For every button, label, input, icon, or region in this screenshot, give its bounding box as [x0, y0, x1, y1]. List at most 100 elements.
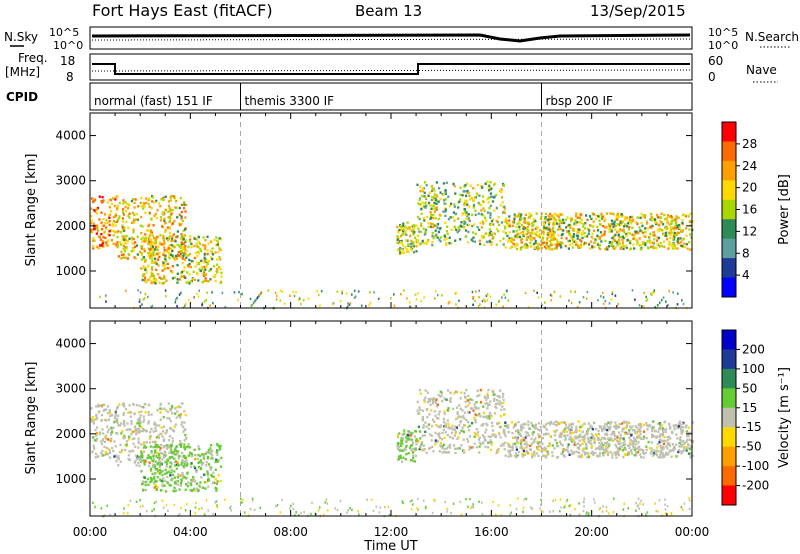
data-cell [565, 430, 568, 433]
x-tick-label: 16:00 [474, 525, 509, 539]
data-cell [409, 305, 411, 308]
data-cell [121, 235, 124, 238]
data-cell [557, 234, 560, 237]
data-cell [113, 416, 117, 419]
data-cell [555, 247, 558, 250]
colorbar-swatch [722, 368, 736, 389]
data-cell [663, 245, 666, 249]
data-cell [434, 414, 437, 418]
data-cell [207, 485, 210, 488]
data-cell [488, 417, 491, 420]
data-cell [651, 224, 654, 228]
data-cell [144, 268, 147, 271]
data-cell [188, 454, 191, 457]
data-cell [561, 218, 564, 221]
data-cell [90, 228, 93, 232]
data-cell [544, 426, 547, 429]
data-cell [596, 234, 599, 238]
data-cell [592, 453, 595, 457]
data-cell [424, 206, 427, 209]
data-cell [137, 461, 140, 465]
data-cell [621, 244, 624, 247]
data-cell [122, 413, 125, 416]
data-cell [536, 226, 539, 229]
data-cell [423, 203, 426, 206]
data-cell [568, 223, 571, 227]
data-cell [687, 215, 690, 218]
data-cell [660, 212, 663, 215]
data-cell [599, 237, 602, 240]
data-cell [460, 444, 463, 447]
data-cell [502, 243, 505, 246]
data-cell [150, 413, 153, 416]
data-cell [477, 212, 480, 215]
data-cell [94, 456, 97, 459]
data-cell [184, 413, 187, 417]
data-cell [135, 218, 138, 221]
data-cell [409, 247, 412, 250]
data-cell [281, 290, 284, 293]
data-cell [153, 445, 156, 449]
data-cell [432, 204, 435, 208]
data-cell [678, 445, 681, 448]
data-cell [690, 444, 693, 448]
data-cell [158, 252, 161, 255]
data-cell [668, 240, 671, 244]
data-cell [95, 227, 98, 230]
data-cell [533, 232, 536, 235]
data-cell [638, 436, 641, 439]
data-cell [147, 198, 150, 202]
data-cell [105, 408, 108, 411]
data-cell [101, 404, 104, 407]
data-cell [170, 455, 173, 459]
data-cell [349, 302, 352, 305]
data-cell [230, 505, 232, 508]
data-cell [594, 447, 598, 450]
data-cell [525, 441, 528, 444]
data-cell [115, 243, 118, 246]
data-cell [133, 412, 136, 415]
data-cell [507, 449, 510, 453]
data-cell [184, 239, 187, 242]
data-cell [202, 280, 205, 283]
data-cell [689, 456, 692, 459]
data-cell [529, 234, 532, 238]
data-cell [501, 405, 504, 408]
data-cell [458, 447, 461, 450]
data-cell [574, 215, 578, 218]
data-cell [644, 227, 647, 230]
data-cell [187, 481, 190, 484]
data-cell [652, 234, 655, 237]
data-cell [612, 245, 615, 248]
data-cell [498, 421, 501, 424]
data-cell [410, 229, 413, 233]
data-cell [685, 243, 688, 246]
data-cell [436, 403, 439, 406]
data-cell [253, 301, 255, 304]
data-cell [153, 214, 156, 218]
data-cell [148, 437, 151, 440]
data-cell [101, 196, 104, 199]
data-cell [195, 482, 198, 485]
data-cell [347, 508, 349, 512]
data-cell [402, 244, 405, 247]
data-cell [438, 434, 441, 438]
data-cell [671, 231, 674, 234]
data-cell [572, 227, 575, 231]
data-cell [444, 500, 446, 504]
date-title: 13/Sep/2015 [590, 2, 686, 20]
data-cell [139, 505, 142, 508]
data-cell [92, 244, 95, 248]
data-cell [163, 450, 166, 453]
data-cell [92, 237, 95, 240]
data-cell [478, 394, 481, 397]
data-cell [602, 425, 605, 428]
data-cell [682, 213, 685, 217]
x-axis-label: Time UT [363, 539, 417, 554]
data-cell [150, 457, 153, 460]
data-cell [646, 298, 649, 301]
data-cell [587, 422, 590, 425]
data-cell [558, 219, 561, 223]
data-cell [324, 501, 327, 504]
data-cell [537, 445, 541, 448]
